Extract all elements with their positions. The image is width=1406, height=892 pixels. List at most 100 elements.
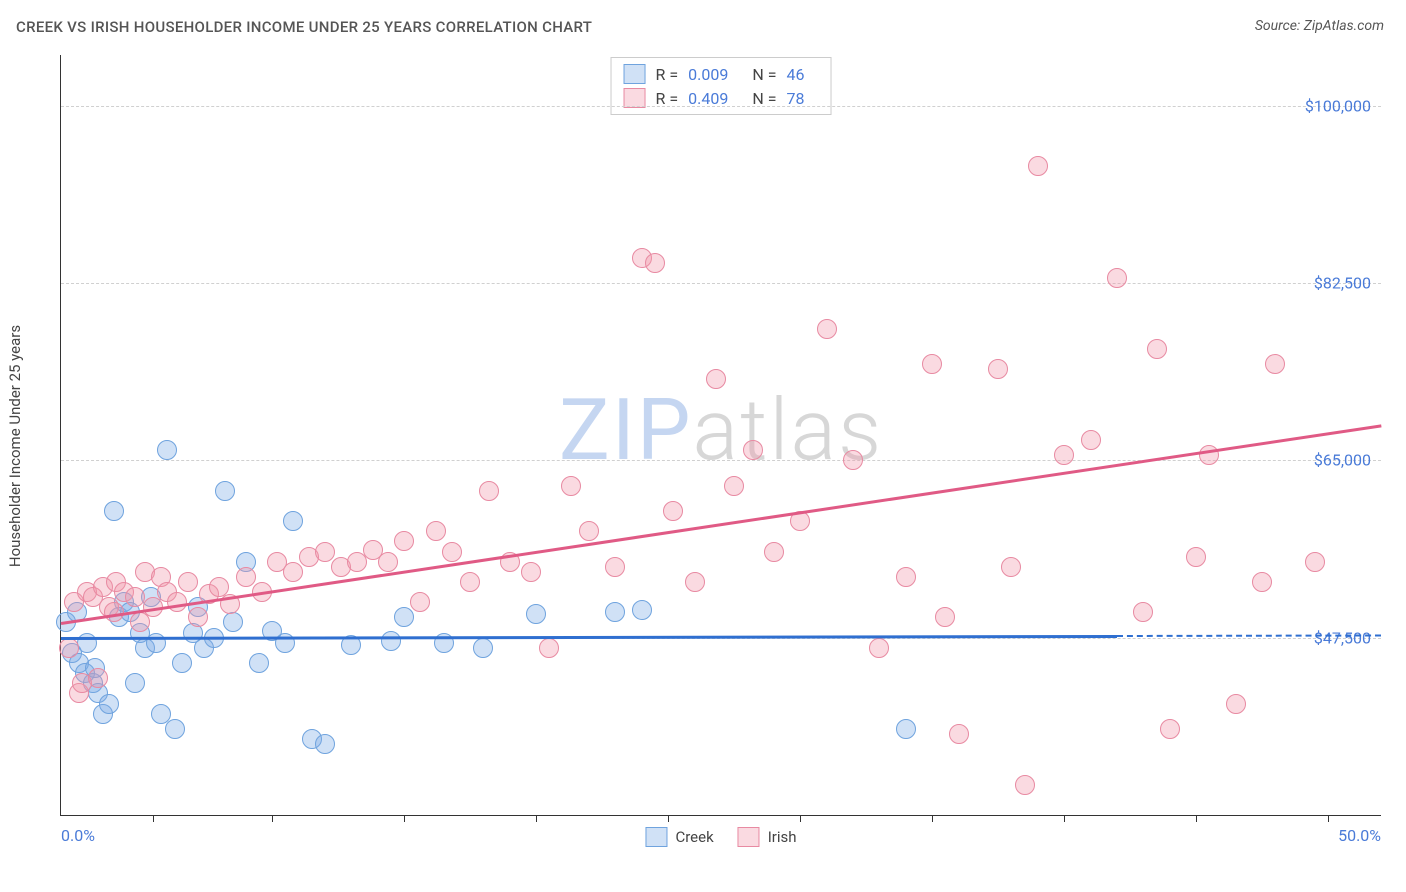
data-point — [1147, 339, 1167, 359]
data-point — [843, 450, 863, 470]
data-point — [283, 562, 303, 582]
data-point — [896, 719, 916, 739]
legend-n-value: 78 — [786, 89, 804, 108]
data-point — [1160, 719, 1180, 739]
data-point — [988, 359, 1008, 379]
data-point — [172, 653, 192, 673]
gridline — [61, 106, 1381, 107]
watermark-zip: ZIP — [559, 380, 693, 480]
data-point — [1305, 552, 1325, 572]
data-point — [743, 440, 763, 460]
data-point — [394, 531, 414, 551]
data-point — [315, 542, 335, 562]
data-point — [896, 567, 916, 587]
data-point — [1186, 547, 1206, 567]
watermark: ZIPatlas — [559, 380, 883, 480]
legend-r-value: 0.009 — [688, 65, 728, 84]
gridline — [61, 460, 1381, 461]
data-point — [125, 587, 145, 607]
legend-swatch — [645, 827, 667, 847]
data-point — [685, 572, 705, 592]
legend-r-label: R = — [656, 89, 679, 108]
x-tick — [1328, 815, 1329, 822]
legend-series-item: Creek — [645, 827, 713, 847]
data-point — [479, 481, 499, 501]
data-point — [236, 567, 256, 587]
x-tick — [404, 815, 405, 822]
data-point — [817, 319, 837, 339]
legend-r-value: 0.409 — [688, 89, 728, 108]
data-point — [539, 638, 559, 658]
data-point — [724, 476, 744, 496]
legend-series-label: Irish — [768, 828, 797, 846]
data-point — [645, 253, 665, 273]
legend-row: R =0.009N =46 — [624, 62, 819, 86]
data-point — [605, 557, 625, 577]
data-point — [473, 638, 493, 658]
data-point — [521, 562, 541, 582]
gridline — [61, 283, 1381, 284]
data-point — [178, 572, 198, 592]
data-point — [99, 694, 119, 714]
data-point — [561, 476, 581, 496]
data-point — [935, 607, 955, 627]
data-point — [59, 638, 79, 658]
data-point — [1001, 557, 1021, 577]
data-point — [157, 440, 177, 460]
data-point — [165, 719, 185, 739]
x-tick — [536, 815, 537, 822]
x-tick — [1196, 815, 1197, 822]
data-point — [1133, 602, 1153, 622]
data-point — [1054, 445, 1074, 465]
x-tick — [272, 815, 273, 822]
plot-area: ZIPatlas R =0.009N =46R =0.409N =78 Cree… — [60, 55, 1381, 816]
x-axis-min-label: 0.0% — [61, 826, 95, 845]
y-tick-label: $65,000 — [1314, 451, 1371, 470]
data-point — [460, 572, 480, 592]
data-point — [632, 600, 652, 620]
data-point — [663, 501, 683, 521]
data-point — [426, 521, 446, 541]
data-point — [526, 604, 546, 624]
x-tick — [1064, 815, 1065, 822]
x-tick — [668, 815, 669, 822]
data-point — [764, 542, 784, 562]
x-tick — [153, 815, 154, 822]
y-tick-label: $82,500 — [1314, 274, 1371, 293]
data-point — [146, 633, 166, 653]
data-point — [167, 592, 187, 612]
data-point — [188, 607, 208, 627]
data-point — [1226, 694, 1246, 714]
trend-line-extrapolated — [1117, 634, 1381, 637]
legend-swatch — [624, 64, 646, 84]
data-point — [442, 542, 462, 562]
legend-series-label: Creek — [675, 828, 713, 846]
data-point — [410, 592, 430, 612]
data-point — [125, 673, 145, 693]
data-point — [381, 631, 401, 651]
data-point — [1252, 572, 1272, 592]
legend-n-value: 46 — [786, 65, 804, 84]
y-axis-title: Householder Income Under 25 years — [6, 325, 24, 567]
data-point — [1107, 268, 1127, 288]
y-tick-label: $47,500 — [1314, 628, 1371, 647]
data-point — [605, 602, 625, 622]
data-point — [104, 501, 124, 521]
data-point — [1015, 775, 1035, 795]
chart-title: CREEK VS IRISH HOUSEHOLDER INCOME UNDER … — [16, 18, 592, 36]
y-tick-label: $100,000 — [1305, 96, 1371, 115]
x-axis-max-label: 50.0% — [1338, 826, 1381, 845]
data-point — [249, 653, 269, 673]
data-point — [378, 552, 398, 572]
data-point — [283, 511, 303, 531]
x-tick — [800, 815, 801, 822]
data-point — [77, 633, 97, 653]
x-tick — [932, 815, 933, 822]
source-label: Source: ZipAtlas.com — [1255, 18, 1384, 34]
data-point — [922, 354, 942, 374]
data-point — [1081, 430, 1101, 450]
data-point — [706, 369, 726, 389]
data-point — [949, 724, 969, 744]
data-point — [1265, 354, 1285, 374]
legend-r-label: R = — [656, 65, 679, 84]
